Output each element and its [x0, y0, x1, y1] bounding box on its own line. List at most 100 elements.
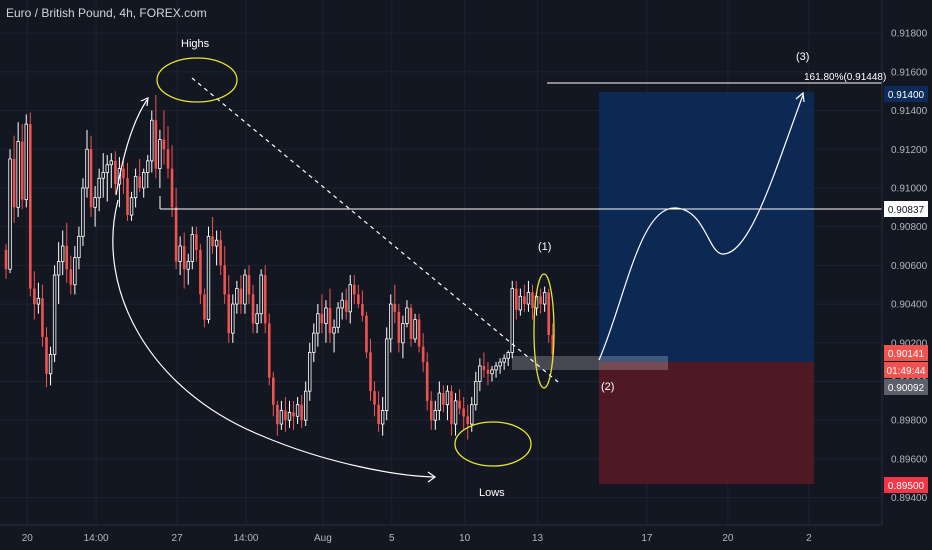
candle-body-up: [413, 319, 417, 340]
candle: [474, 371, 478, 411]
candle: [547, 288, 550, 343]
candle-body-up: [235, 288, 239, 305]
candle-body-down: [417, 319, 421, 347]
candles-layer: [4, 95, 555, 440]
candle: [259, 269, 263, 324]
candle: [247, 265, 251, 305]
candle-body-down: [486, 369, 490, 374]
candle: [8, 149, 12, 274]
time-tick-label: 10: [459, 533, 471, 544]
candle: [542, 286, 547, 312]
candle: [369, 338, 372, 401]
candle-body-up: [52, 274, 57, 355]
candle-body-up: [73, 257, 77, 286]
candle-body-up: [348, 284, 352, 313]
candle-body-up: [190, 234, 194, 262]
price-tick-label: 0.91600: [891, 67, 928, 78]
candle-body-up: [109, 160, 113, 166]
candle-body-down: [182, 246, 186, 270]
candle: [312, 323, 316, 363]
candle: [332, 319, 336, 353]
point1-label: (1): [538, 241, 551, 253]
candle: [324, 300, 328, 343]
candle: [45, 327, 48, 388]
candle: [515, 280, 518, 320]
candle-body-up: [158, 139, 162, 170]
svg-text:0.91400: 0.91400: [888, 90, 925, 101]
candle: [336, 302, 340, 334]
candle: [490, 365, 494, 382]
time-tick-label: 17: [641, 533, 653, 544]
candle-body-down: [211, 236, 214, 247]
candle: [33, 271, 36, 320]
candle: [162, 110, 166, 165]
candle: [12, 135, 16, 223]
candle-body-up: [146, 160, 150, 173]
candle-body-up: [336, 307, 340, 328]
price-tick-label: 0.91200: [891, 145, 928, 156]
price-tags: 0.90837 0.91400 0.90141 01:49:44 0.90092…: [884, 86, 928, 493]
candle: [4, 244, 8, 279]
candle: [413, 313, 417, 343]
candle-body-up: [389, 303, 393, 340]
candle-body-up: [308, 352, 312, 392]
candle-body-up: [502, 357, 506, 363]
candle-body-up: [206, 235, 211, 320]
candle: [255, 304, 259, 334]
candle-body-down: [547, 292, 550, 336]
candle-body-up: [401, 323, 405, 344]
candle-body-down: [361, 304, 364, 316]
target-tag: 0.91400: [884, 86, 928, 102]
candle: [61, 230, 65, 276]
time-tick-label: 20: [22, 533, 34, 544]
time-tick-label: 14:00: [233, 533, 258, 544]
candle: [437, 381, 442, 421]
candle: [377, 391, 380, 432]
candle: [235, 280, 239, 314]
candle: [539, 288, 542, 314]
candle: [158, 129, 162, 188]
candle: [393, 284, 397, 324]
candle: [279, 400, 284, 430]
target-zone: [599, 92, 814, 362]
candle-body-down: [195, 234, 198, 250]
candle-body-down: [442, 393, 445, 405]
candle-body-down: [4, 249, 8, 270]
candle: [122, 160, 125, 194]
candle: [146, 155, 150, 188]
candle-body-up: [231, 303, 235, 334]
candle-body-down: [223, 265, 226, 295]
candle-body-down: [515, 288, 518, 310]
candle: [93, 186, 97, 227]
candle-body-down: [320, 313, 324, 324]
candle: [502, 354, 506, 370]
candle-body-up: [85, 148, 89, 189]
candle-body-up: [81, 187, 85, 237]
entry-box: [512, 356, 668, 370]
candle-body-up: [445, 390, 450, 406]
candle: [417, 313, 421, 353]
candle: [482, 352, 486, 378]
candle: [494, 362, 498, 378]
candle: [526, 280, 531, 312]
candle-body-up: [332, 326, 336, 334]
candle-body-down: [539, 296, 542, 305]
candle-body-up: [129, 197, 134, 216]
candle: [287, 400, 292, 428]
candle-body-down: [377, 404, 380, 425]
candle-body-down: [12, 158, 16, 208]
candle: [203, 288, 206, 328]
candle: [284, 396, 287, 432]
candle: [328, 288, 332, 343]
candle-body-down: [429, 400, 433, 421]
price-tick-label: 0.90200: [891, 338, 928, 349]
candle: [405, 300, 409, 328]
candle-body-up: [437, 392, 442, 411]
time-tick-label: 2: [806, 533, 812, 544]
arrow-up-left-head: [140, 97, 149, 107]
candle-body-down: [369, 352, 372, 392]
arrow-curve-head: [427, 471, 437, 483]
candle: [340, 292, 344, 320]
